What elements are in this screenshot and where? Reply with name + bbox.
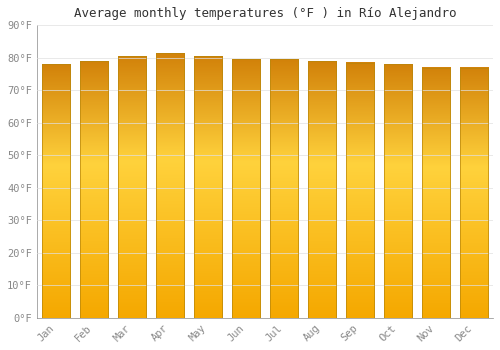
Bar	[156, 53, 184, 318]
Bar	[346, 63, 374, 318]
Bar	[422, 68, 450, 318]
Bar	[118, 56, 146, 318]
Bar	[80, 61, 108, 318]
Bar	[232, 60, 260, 318]
Bar	[460, 68, 488, 318]
Bar	[194, 56, 222, 318]
Title: Average monthly temperatures (°F ) in Río Alejandro: Average monthly temperatures (°F ) in Rí…	[74, 7, 456, 20]
Bar	[42, 64, 70, 318]
Bar	[270, 60, 298, 318]
Bar	[384, 64, 412, 318]
Bar	[308, 61, 336, 318]
